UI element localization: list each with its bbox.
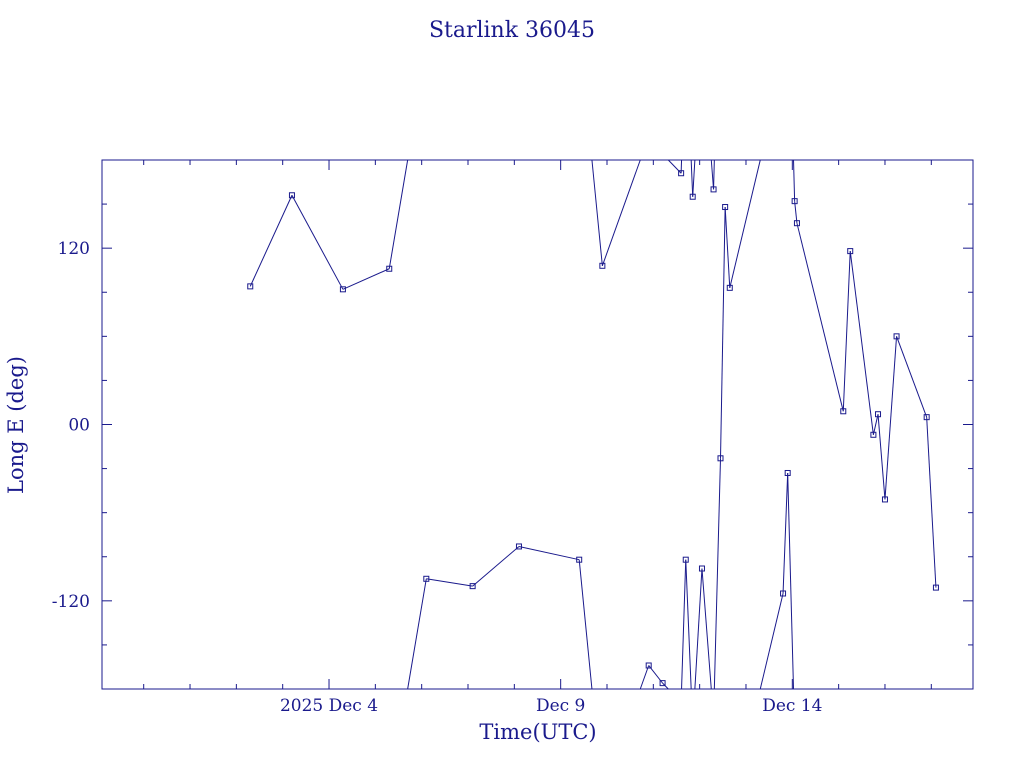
- data-point: [698, 565, 705, 572]
- data-point: [682, 556, 689, 563]
- data-point: [893, 333, 900, 340]
- y-tick-label: -120: [52, 592, 90, 612]
- data-point: [840, 408, 847, 415]
- series-segment: [681, 559, 687, 690]
- series-segment: [692, 159, 696, 197]
- series-segment: [690, 159, 694, 197]
- series-segment: [291, 195, 344, 290]
- series-segment: [472, 546, 520, 587]
- data-point: [678, 170, 685, 177]
- x-tick-label: Dec 9: [536, 696, 585, 716]
- series-segment: [729, 159, 761, 288]
- data-point: [386, 265, 393, 272]
- series-segment: [842, 251, 851, 412]
- series-segment: [518, 545, 580, 561]
- series-segment: [601, 159, 641, 266]
- data-point: [469, 583, 476, 590]
- data-point: [870, 431, 877, 438]
- x-tick-label: 2025 Dec 4: [280, 696, 378, 716]
- data-point: [645, 662, 652, 669]
- series-segment: [713, 159, 715, 190]
- series-segment: [701, 568, 712, 690]
- plot-frame: [101, 159, 974, 690]
- data-point: [599, 262, 606, 269]
- y-tick-label: 120: [58, 239, 90, 259]
- x-axis-label: Time(UTC): [479, 720, 596, 744]
- series-segment: [694, 568, 703, 690]
- data-point: [875, 411, 882, 418]
- data-point: [247, 283, 254, 290]
- data-point: [722, 204, 729, 211]
- series-segment: [342, 268, 390, 290]
- y-tick-label: 00: [68, 416, 90, 436]
- series-segment: [724, 206, 731, 288]
- series-segment: [794, 201, 798, 224]
- data-point: [576, 556, 583, 563]
- series-lines: [249, 159, 937, 690]
- data-point: [793, 220, 800, 227]
- series-segment: [713, 458, 722, 690]
- series-segment: [884, 336, 898, 500]
- data-point: [423, 575, 430, 582]
- series-segment: [759, 593, 784, 690]
- series-markers: [247, 170, 939, 687]
- data-point: [515, 543, 522, 550]
- data-point: [923, 414, 930, 421]
- series-segment: [667, 159, 682, 174]
- series-segment: [877, 414, 886, 500]
- chart-title: Starlink 36045: [429, 18, 595, 43]
- series-segment: [793, 159, 796, 202]
- series-segment: [591, 159, 603, 266]
- data-point: [847, 248, 854, 255]
- series-segment: [849, 251, 874, 435]
- data-point: [881, 496, 888, 503]
- series-segment: [426, 578, 473, 587]
- data-point: [659, 680, 666, 687]
- data-point: [791, 198, 798, 205]
- data-point: [689, 193, 696, 200]
- series-segment: [872, 414, 879, 435]
- series-segment: [407, 578, 427, 690]
- series-segment: [685, 559, 692, 690]
- data-point: [780, 590, 787, 597]
- series-segment: [782, 472, 789, 594]
- series-segment: [710, 159, 715, 190]
- series-segment: [926, 417, 937, 588]
- series-segment: [796, 223, 844, 412]
- tick-labels: 2025 Dec 4 Dec 9 Dec 14 120 00 -120: [52, 239, 823, 716]
- series-segment: [639, 665, 650, 690]
- series-segment: [787, 472, 795, 690]
- series-segment: [388, 159, 409, 269]
- axis-ticks: [102, 159, 973, 689]
- data-point: [726, 284, 733, 291]
- data-point: [288, 192, 295, 199]
- data-point: [784, 469, 791, 476]
- series-segment: [578, 559, 593, 690]
- y-axis-label: Long E (deg): [4, 356, 28, 494]
- series-segment: [720, 207, 726, 459]
- data-point: [710, 186, 717, 193]
- series-segment: [896, 336, 928, 418]
- data-point: [717, 455, 724, 462]
- series-segment: [249, 195, 293, 287]
- data-point: [339, 286, 346, 293]
- x-tick-label: Dec 14: [762, 696, 822, 716]
- data-point: [932, 584, 939, 591]
